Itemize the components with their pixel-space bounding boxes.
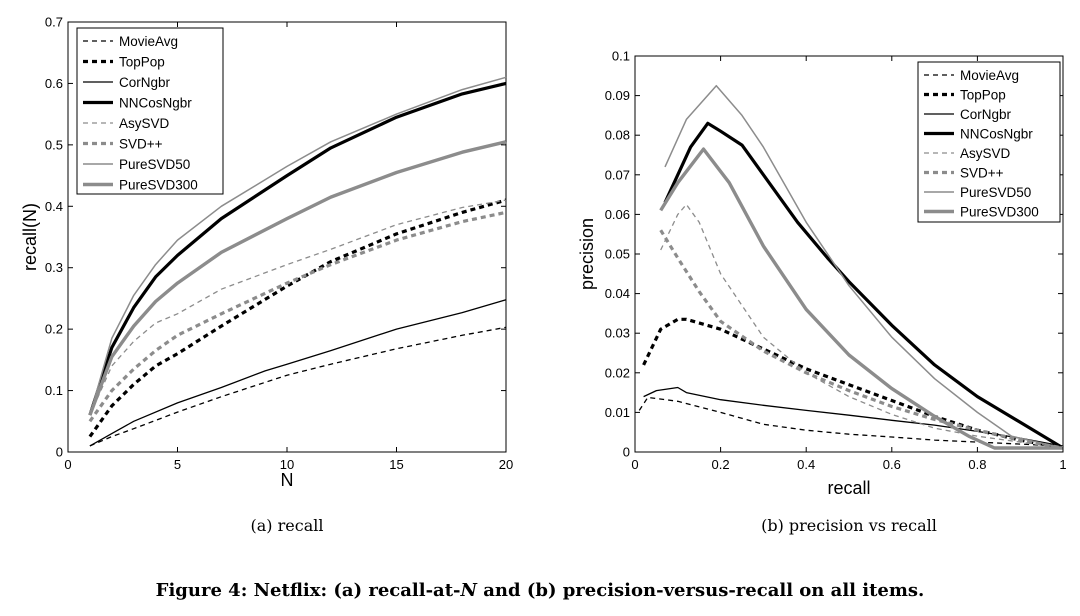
- precision-legend-label-puresvd50: PureSVD50: [960, 185, 1031, 200]
- recall-series-asysvd: [89, 199, 507, 416]
- precision-y-tick-label: 0.05: [605, 247, 630, 262]
- precision-legend-label-puresvd300: PureSVD300: [960, 205, 1039, 220]
- recall-series-movieavg: [89, 326, 507, 447]
- precision-legend-label-nncosngbr: NNCosNgbr: [960, 127, 1033, 142]
- recall-legend-box: [76, 27, 224, 195]
- precision-y-tick-label: 0.06: [605, 207, 630, 222]
- precision-legend: MovieAvg TopPop CorNgbr NNCosNgbr AsySVD SVD+…: [917, 61, 1061, 223]
- recall-chart: 0 5 10 15 20 0 0.1 0.2 0.3 0.4 0.5 0.6 0.7 N recall(…: [20, 15, 513, 536]
- precision-x-tick-label: 0: [631, 457, 638, 472]
- recall-x-tick-label: 10: [280, 457, 294, 472]
- precision-recall-chart: 0 0.2 0.4 0.6 0.8 1 0 0.01 0.02 0.03 0.04 0.05 0.06 0…: [577, 49, 1067, 536]
- recall-series-corngbr: [89, 299, 507, 447]
- recall-series-nncosngbr: [88, 81, 507, 416]
- recall-legend-label-svdplusplus: SVD++: [119, 137, 163, 152]
- recall-legend-label-movieavg: MovieAvg: [119, 34, 178, 49]
- precision-legend-label-asysvd: AsySVD: [960, 146, 1011, 161]
- recall-y-tick-label: 0.3: [45, 260, 63, 275]
- precision-series-svdplusplus: [659, 229, 1064, 450]
- recall-y-tick-label: 0.7: [45, 15, 63, 30]
- recall-y-axis-label: recall(N): [20, 203, 40, 271]
- recall-legend-label-puresvd50: PureSVD50: [119, 157, 190, 172]
- recall-x-tick-label: 20: [499, 457, 513, 472]
- precision-series-nncosngbr: [663, 121, 1064, 450]
- caption-prefix: Figure 4: Netflix: (a) recall-at-: [156, 580, 461, 601]
- precision-y-tick-label: 0.1: [612, 49, 630, 64]
- recall-subcaption: (a) recall: [251, 516, 324, 535]
- recall-legend-label-asysvd: AsySVD: [119, 116, 170, 131]
- precision-y-tick-label: 0.03: [605, 326, 630, 341]
- precision-y-tick-label: 0.01: [605, 405, 630, 420]
- precision-y-tick-label: 0.07: [605, 167, 630, 182]
- precision-y-tick-label: 0: [623, 445, 630, 460]
- recall-x-axis-label: N: [281, 470, 294, 490]
- precision-series-movieavg: [638, 396, 1064, 447]
- recall-x-tick-label: 15: [389, 457, 403, 472]
- precision-y-tick-label: 0.04: [605, 286, 630, 301]
- recall-x-tick-label: 0: [64, 457, 71, 472]
- recall-series-puresvd50: [89, 76, 507, 416]
- precision-x-tick-label: 0.6: [883, 457, 901, 472]
- precision-legend-label-corngbr: CorNgbr: [960, 107, 1012, 122]
- caption-italic: N: [460, 580, 479, 601]
- precision-subcaption: (b) precision vs recall: [761, 516, 937, 535]
- recall-legend-label-nncosngbr: NNCosNgbr: [119, 96, 192, 111]
- precision-x-tick-label: 1: [1059, 457, 1066, 472]
- recall-legend-label-toppop: TopPop: [119, 55, 165, 70]
- precision-x-tick-label: 0.2: [712, 457, 730, 472]
- figure-caption: Figure 4: Netflix: (a) recall-at-N and (…: [156, 580, 925, 601]
- precision-series-puresvd300: [659, 147, 1063, 450]
- precision-x-axis-label: recall: [827, 478, 870, 498]
- recall-x-tick-label: 5: [174, 457, 181, 472]
- precision-series-puresvd50: [664, 84, 1064, 449]
- recall-y-tick-label: 0.1: [45, 383, 63, 398]
- recall-series-toppop: [88, 198, 507, 438]
- recall-legend: MovieAvg TopPop CorNgbr NNCosNgbr AsySVD SVD+…: [76, 27, 224, 195]
- precision-y-tick-label: 0.02: [605, 365, 630, 380]
- recall-legend-label-puresvd300: PureSVD300: [119, 178, 198, 193]
- precision-x-tick-label: 0.4: [797, 457, 815, 472]
- recall-y-tick-label: 0: [56, 445, 63, 460]
- recall-y-tick-label: 0.5: [45, 137, 63, 152]
- precision-y-axis-label: precision: [577, 218, 597, 290]
- precision-legend-box: [917, 61, 1061, 223]
- recall-series-svdplusplus: [88, 210, 507, 423]
- recall-legend-label-corngbr: CorNgbr: [119, 75, 171, 90]
- precision-y-tick-label: 0.08: [605, 128, 630, 143]
- recall-y-tick-label: 0.2: [45, 322, 63, 337]
- precision-legend-label-movieavg: MovieAvg: [960, 68, 1019, 83]
- precision-legend-label-toppop: TopPop: [960, 88, 1006, 103]
- recall-y-tick-label: 0.4: [45, 199, 63, 214]
- precision-x-tick-label: 0.8: [968, 457, 986, 472]
- precision-y-tick-label: 0.09: [605, 88, 630, 103]
- caption-suffix: and (b) precision-versus-recall on all i…: [477, 580, 924, 601]
- precision-legend-label-svdplusplus: SVD++: [960, 166, 1004, 181]
- recall-y-tick-label: 0.6: [45, 76, 63, 91]
- recall-series-puresvd300: [88, 140, 507, 416]
